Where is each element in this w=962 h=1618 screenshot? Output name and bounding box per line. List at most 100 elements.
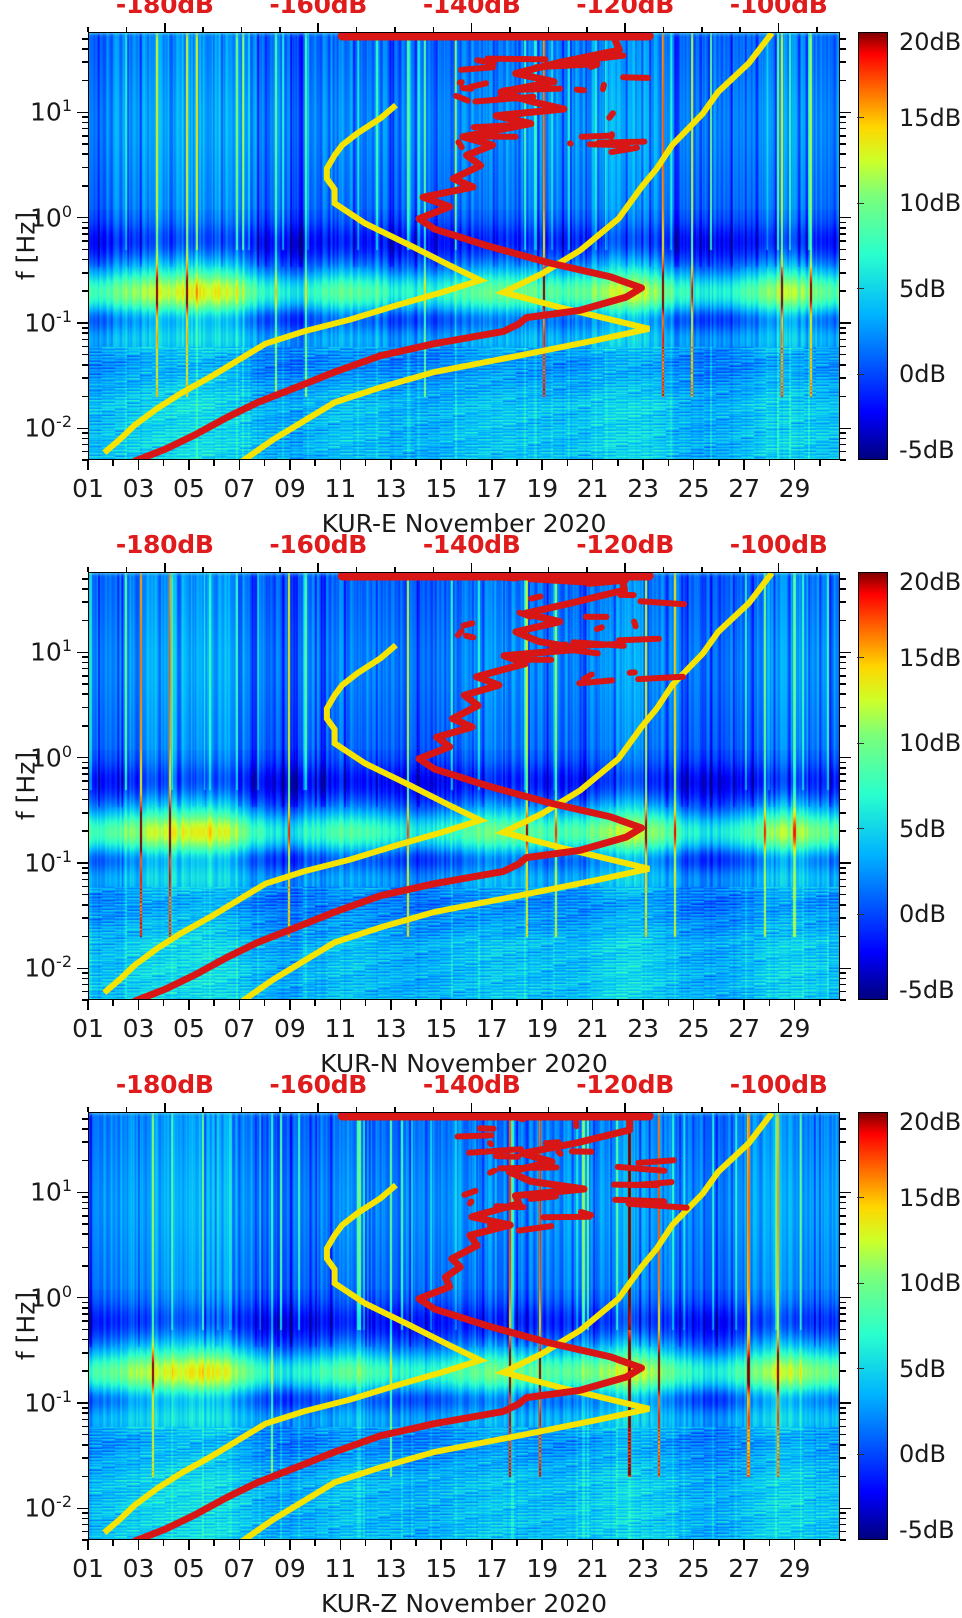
x-axis-label-day-03: 03 <box>123 474 155 503</box>
y-axis-minor-tick <box>82 1512 88 1514</box>
x-axis-minor-tick <box>112 1540 114 1546</box>
x-axis-label-day-05: 05 <box>173 474 205 503</box>
colorbar-label-0db: 0dB <box>899 1440 946 1468</box>
top-axis-minor-tick <box>126 1107 128 1112</box>
y-axis-minor-tick <box>82 1118 88 1120</box>
x-axis-label-day-17: 17 <box>476 474 508 503</box>
x-axis-tick <box>440 460 442 470</box>
x-axis-minor-tick <box>769 1540 771 1546</box>
x-axis-label-day-25: 25 <box>678 1554 710 1583</box>
y-axis-minor-tick-right <box>840 767 846 769</box>
x-axis-label-day-29: 29 <box>779 474 811 503</box>
x-axis-label-day-13: 13 <box>375 1554 407 1583</box>
y-axis-minor-tick <box>82 290 88 292</box>
top-axis-minor-tick <box>816 567 818 572</box>
y-axis-minor-tick <box>82 662 88 664</box>
y-axis-minor-tick-right <box>840 227 846 229</box>
x-axis-tick <box>340 1540 342 1550</box>
x-axis-minor-tick <box>415 460 417 466</box>
x-axis-minor-tick <box>466 1000 468 1006</box>
spectrogram-plot-n <box>88 572 840 1000</box>
x-axis-minor-tick <box>819 460 821 466</box>
colorbar-label-15db: 15dB <box>899 644 961 672</box>
y-axis-minor-tick-right <box>840 396 846 398</box>
top-axis-label-140db: -140dB <box>423 0 521 19</box>
y-axis-minor-tick <box>82 978 88 980</box>
y-axis-minor-tick <box>82 879 88 881</box>
y-axis-minor-tick <box>82 904 88 906</box>
y-axis-minor-tick-right <box>840 1307 846 1309</box>
y-axis-minor-tick-right <box>840 894 846 896</box>
y-axis-minor-tick <box>82 80 88 82</box>
y-axis-minor-tick <box>82 894 88 896</box>
top-axis-tick <box>624 1103 626 1112</box>
y-axis-minor-tick <box>82 233 88 235</box>
x-axis-label-day-09: 09 <box>274 1014 306 1043</box>
x-axis-tick <box>138 460 140 470</box>
y-axis-tick-right <box>840 1508 851 1510</box>
top-axis-minor-tick <box>816 1107 818 1112</box>
top-axis-tick <box>624 23 626 32</box>
colorbar-label-5db: 5dB <box>899 1355 946 1383</box>
y-axis-minor-tick-right <box>840 1412 846 1414</box>
top-axis-label-180db: -180dB <box>116 530 214 559</box>
colorbar-label-minus5db: -5dB <box>899 976 955 1004</box>
y-axis-minor-tick-right <box>840 1223 846 1225</box>
x-axis-tick <box>541 1540 543 1550</box>
x-axis-label-day-27: 27 <box>728 1554 760 1583</box>
y-axis-tick-right <box>840 968 851 970</box>
x-axis-tick <box>188 1000 190 1010</box>
panel-title-kur-z: KUR-Z November 2020 <box>321 1589 607 1618</box>
top-axis-minor-tick <box>202 27 204 32</box>
x-axis-label-day-19: 19 <box>526 474 558 503</box>
top-axis-minor-tick <box>433 1107 435 1112</box>
top-axis-minor-tick <box>126 27 128 32</box>
x-axis-tick <box>642 1000 644 1010</box>
y-axis-minor-tick-right <box>840 656 846 658</box>
top-axis-minor-tick <box>202 1107 204 1112</box>
y-axis-minor-tick-right <box>840 872 846 874</box>
y-axis-minor-tick-right <box>840 1370 846 1372</box>
top-axis-label-100db: -100dB <box>730 0 828 19</box>
x-axis-minor-tick <box>668 1000 670 1006</box>
y-axis-minor-tick <box>82 272 88 274</box>
x-axis-label-day-03: 03 <box>123 1014 155 1043</box>
top-axis-minor-tick <box>202 567 204 572</box>
x-axis-tick <box>541 1000 543 1010</box>
y-axis-minor-tick <box>82 1419 88 1421</box>
x-axis-minor-tick <box>163 1000 165 1006</box>
y-axis-minor-tick-right <box>840 80 846 82</box>
y-axis-minor-tick <box>82 135 88 137</box>
x-axis-tick <box>390 460 392 470</box>
x-axis-minor-tick <box>718 460 720 466</box>
y-axis-minor-tick-right <box>840 683 846 685</box>
colorbar-tick <box>857 203 864 204</box>
y-axis-minor-tick <box>82 396 88 398</box>
colorbar-tick <box>857 374 864 375</box>
y-axis-minor-tick <box>82 459 88 461</box>
colorbar-tick <box>857 1283 864 1284</box>
x-axis-minor-tick <box>264 1000 266 1006</box>
top-axis-minor-tick <box>394 567 396 572</box>
x-axis-minor-tick <box>617 460 619 466</box>
y-axis-minor-tick-right <box>840 1202 846 1204</box>
y-axis-minor-tick-right <box>840 830 846 832</box>
y-axis-minor-tick-right <box>840 61 846 63</box>
y-axis-minor-tick <box>82 656 88 658</box>
x-axis-minor-tick <box>819 1000 821 1006</box>
y-axis-minor-tick-right <box>840 1196 846 1198</box>
x-axis-tick <box>440 1540 442 1550</box>
x-axis-tick <box>794 1000 796 1010</box>
top-axis-label-100db: -100dB <box>730 1070 828 1099</box>
x-axis-minor-tick <box>112 460 114 466</box>
x-axis-minor-tick <box>415 1000 417 1006</box>
y-axis-minor-tick-right <box>840 984 846 986</box>
y-axis-minor-tick <box>82 227 88 229</box>
y-axis-minor-tick <box>82 1476 88 1478</box>
y-axis-minor-tick-right <box>840 185 846 187</box>
top-axis-minor-tick <box>356 27 358 32</box>
x-axis-label-day-11: 11 <box>324 1014 356 1043</box>
colorbar-label-minus5db: -5dB <box>899 436 955 464</box>
x-axis-tick <box>138 1000 140 1010</box>
colorbar-label-10db: 10dB <box>899 729 961 757</box>
